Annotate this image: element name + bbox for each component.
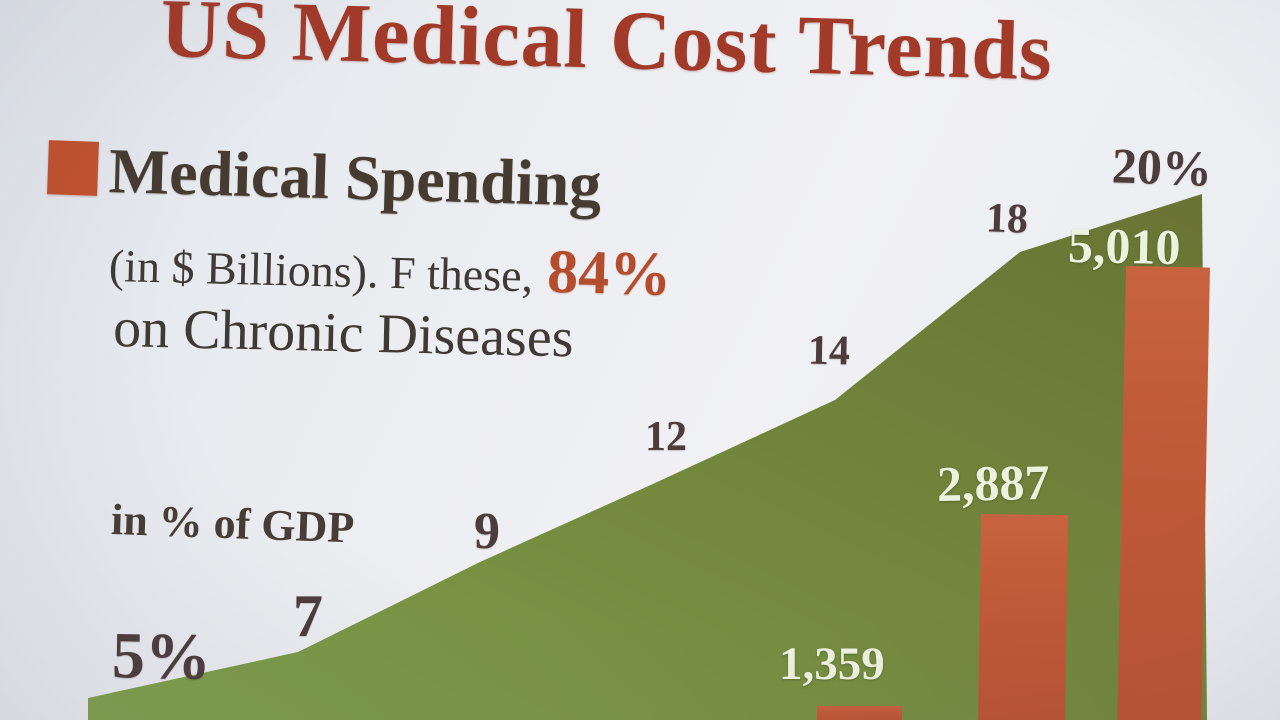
gdp-axis-note: in % of GDP	[110, 494, 356, 553]
spending-bar-1359	[817, 706, 902, 720]
bar-value-5010: 5,010	[1067, 216, 1182, 276]
gdp-area-shape	[88, 194, 1207, 720]
gdp-tick-7: 7	[293, 583, 323, 649]
legend-heading: Medical Spending	[107, 134, 603, 220]
legend-swatch-icon	[47, 140, 99, 196]
gdp-tick-5pct: 5%	[111, 619, 212, 694]
spending-bar-5010	[1117, 266, 1210, 720]
bar-value-1359: 1,359	[779, 638, 885, 690]
gdp-tick-9: 9	[474, 503, 500, 560]
spending-bar-2887	[978, 514, 1068, 720]
spending-detail-prefix: (in $ Billions). F these,	[108, 239, 534, 302]
bar-value-2887: 2,887	[936, 454, 1050, 512]
chronic-share-highlight: 84%	[546, 237, 673, 309]
gdp-tick-14: 14	[807, 327, 851, 375]
gdp-tick-18: 18	[985, 195, 1029, 243]
gdp-tick-20pct: 20%	[1111, 137, 1213, 197]
chronic-diseases-line: on Chronic Diseases	[112, 296, 575, 370]
gdp-tick-12: 12	[645, 414, 687, 460]
